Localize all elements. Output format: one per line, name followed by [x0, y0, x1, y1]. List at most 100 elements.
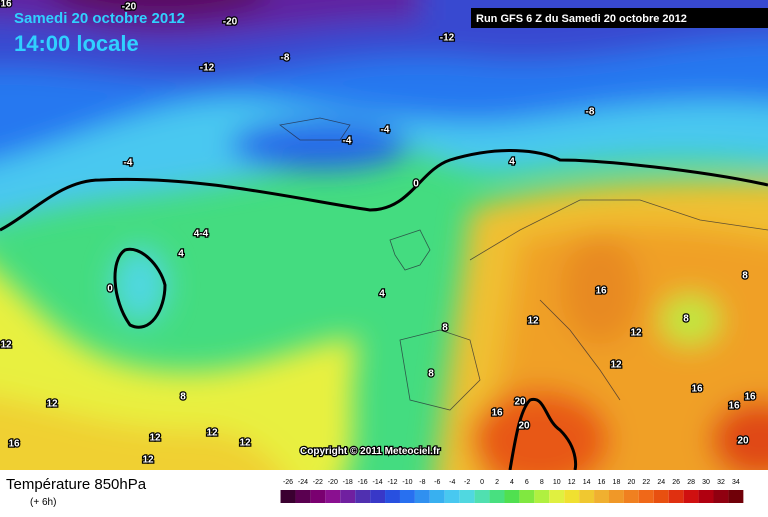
contour-label: -12	[440, 33, 455, 44]
contour-label: 16	[491, 408, 503, 419]
legend-tick: -16	[358, 479, 368, 486]
legend-swatch	[683, 490, 699, 503]
legend-tick: -20	[328, 479, 338, 486]
legend-swatch	[608, 490, 624, 503]
legend-swatch	[370, 490, 386, 503]
legend-swatch	[668, 490, 684, 503]
date: Samedi 20 octobre 2012	[14, 10, 185, 27]
legend-tick: -4	[449, 479, 455, 486]
legend-swatch	[399, 490, 415, 503]
contour-label: -8	[281, 53, 290, 64]
legend-tick: -18	[343, 479, 353, 486]
legend-tick: 32	[717, 479, 725, 486]
contour-label: 8	[180, 392, 186, 403]
legend-tick: 24	[657, 479, 665, 486]
legend-tick: 16	[598, 479, 606, 486]
contour-label: 4	[178, 249, 184, 260]
contour-label: 4	[379, 289, 385, 300]
legend-tick: -2	[464, 479, 470, 486]
legend-tick: -10	[402, 479, 412, 486]
legend-swatch	[474, 490, 490, 503]
legend-swatch	[280, 490, 296, 503]
contour-label: 8	[742, 271, 748, 282]
contour-label: -4	[381, 125, 390, 136]
legend-swatch	[340, 490, 356, 503]
contour-label: 12	[206, 428, 218, 439]
legend-swatch	[549, 490, 565, 503]
legend-tick: -22	[313, 479, 323, 486]
legend-swatch	[385, 490, 400, 503]
contour-label: 20	[514, 397, 526, 408]
zero-isotherm	[0, 149, 768, 470]
contour-label: 16	[8, 439, 20, 450]
contour-label: -20	[122, 2, 137, 13]
contour-label: 4-4	[194, 229, 209, 240]
run-info: Run GFS 6 Z du Samedi 20 octobre 2012	[476, 13, 687, 25]
legend-tick: -12	[387, 479, 397, 486]
legend-tick: -24	[298, 479, 308, 486]
contour-label: 16	[595, 286, 607, 297]
contour-label: 12	[142, 455, 154, 466]
legend-tick: 8	[540, 479, 544, 486]
copyright: Copyright © 2011 Meteociel.fr	[300, 446, 440, 457]
legend-swatch	[310, 490, 326, 503]
legend-swatch	[489, 490, 505, 503]
contour-label: 20	[737, 436, 749, 447]
contour-label: 16	[691, 384, 703, 395]
contour-label: 12	[0, 340, 12, 351]
legend-swatch	[564, 490, 580, 503]
legend-tick: 6	[525, 479, 529, 486]
legend-tick: 26	[672, 479, 680, 486]
contour-label: 16	[744, 392, 756, 403]
legend-tick: 28	[687, 479, 695, 486]
run-box	[471, 8, 768, 28]
legend-tick: 22	[642, 479, 650, 486]
legend-tick: -14	[373, 479, 383, 486]
contour-label: -4	[124, 158, 133, 169]
legend-tick: 0	[480, 479, 484, 486]
legend-tick: 10	[553, 479, 561, 486]
legend-swatch	[519, 490, 535, 503]
contour-label: 12	[610, 360, 622, 371]
legend-tick: 12	[568, 479, 576, 486]
contour-label: -8	[586, 107, 595, 118]
legend-swatch	[459, 490, 475, 503]
legend-tick: 14	[583, 479, 591, 486]
legend-title: Température 850hPa	[6, 476, 147, 493]
contour-label: 8	[683, 314, 689, 325]
legend-tick: 34	[732, 479, 740, 486]
legend-tick: 2	[495, 479, 499, 486]
legend-tick: 4	[510, 479, 514, 486]
legend-swatch	[534, 490, 550, 503]
legend-swatch	[594, 490, 609, 503]
legend-swatch	[653, 490, 669, 503]
contour-label: 0	[107, 284, 113, 295]
legend-swatch	[579, 490, 595, 503]
legend-swatch	[623, 490, 639, 503]
legend-swatch	[444, 490, 460, 503]
legend-swatch	[355, 490, 371, 503]
contour-label: 12	[46, 399, 58, 410]
legend-swatch	[638, 490, 654, 503]
contour-label: -20	[223, 17, 238, 28]
legend-swatch	[295, 490, 311, 503]
contour-label: 4	[509, 157, 515, 168]
legend-tick: -8	[419, 479, 425, 486]
legend-tick: -6	[434, 479, 440, 486]
legend-swatch	[728, 490, 744, 503]
contour-label: 16	[0, 0, 12, 10]
contour-label: 8	[428, 369, 434, 380]
legend-swatch	[325, 490, 341, 503]
contour-label: -4	[343, 136, 352, 147]
legend-swatch	[504, 490, 520, 503]
legend-step: (+ 6h)	[30, 497, 56, 508]
contour-label: 8	[442, 323, 448, 334]
legend-tick: 30	[702, 479, 710, 486]
legend-swatch	[713, 490, 729, 503]
legend-tick: -26	[283, 479, 293, 486]
legend-tick: 20	[627, 479, 635, 486]
contour-label: 12	[630, 328, 642, 339]
